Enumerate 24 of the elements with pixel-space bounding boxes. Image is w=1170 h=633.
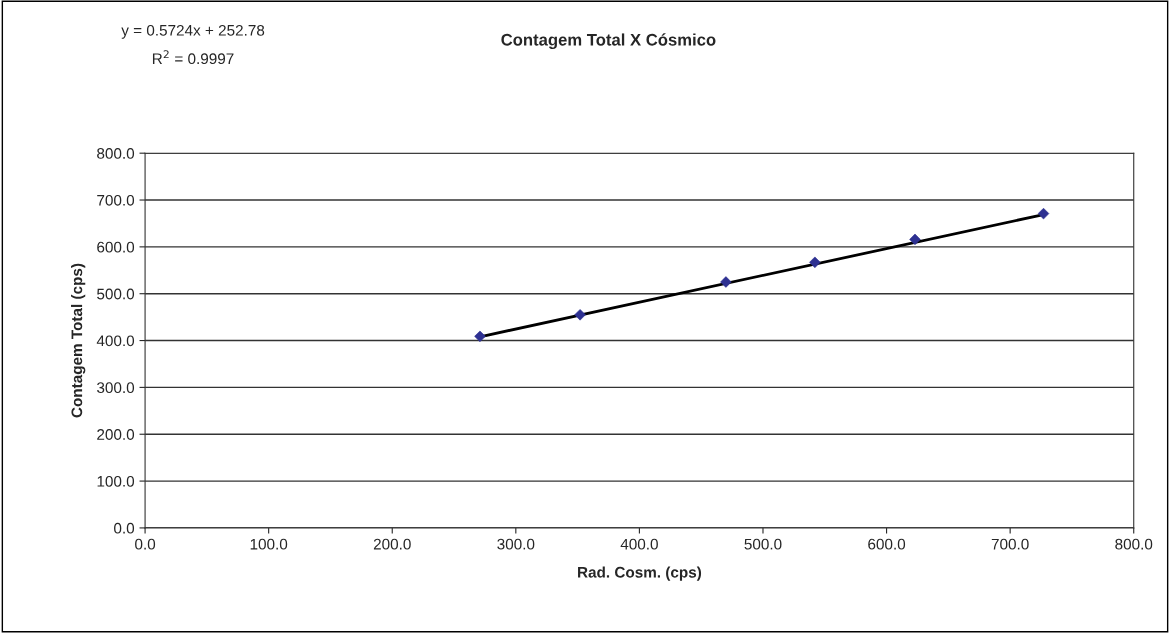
y-tick-label: 300.0 [97,382,135,394]
text: y = 0.5724x + 252.78 [121,24,265,39]
y-tick-label: 600.0 [97,241,135,253]
x-tick-label: 0.0 [135,538,156,550]
x-axis-title: Rad. Cosm. (cps) [578,566,702,581]
chart-title: Contagem Total X Cósmico [501,33,716,50]
x-tick-label: 100.0 [250,538,288,550]
y-tick-label: 100.0 [97,475,135,487]
x-tick-label: 300.0 [497,538,535,550]
x-tick-label: 800.0 [1115,538,1153,550]
text: R$^{2}$ = 0.9997 [152,50,234,65]
point [1037,207,1050,220]
x-tick-label: 400.0 [620,538,658,550]
y-tick-label: 200.0 [97,429,135,440]
y-tick-label: 700.0 [97,194,135,206]
y-axis-title: Contagem Total (cps) [71,263,86,418]
y-tick-label: 500.0 [97,288,135,300]
x-tick-label: 500.0 [744,538,782,550]
y-tick-label: 0.0 [114,522,135,534]
x-tick-label: 600.0 [868,538,906,550]
x-tick-label: 200.0 [373,538,411,550]
y-tick-label: 800.0 [97,148,135,159]
x-tick-label: 700.0 [991,538,1029,550]
y-tick-label: 400.0 [96,335,135,347]
